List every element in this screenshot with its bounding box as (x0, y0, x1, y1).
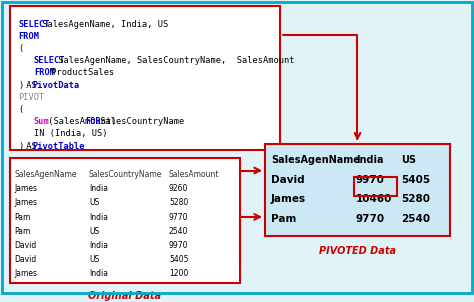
Text: PivotTable: PivotTable (32, 142, 84, 151)
Text: 9970: 9970 (356, 175, 385, 185)
Text: 9970: 9970 (169, 241, 189, 250)
Text: Original Data: Original Data (89, 291, 162, 301)
Text: SalesAmount: SalesAmount (169, 170, 219, 179)
Text: India: India (89, 213, 108, 221)
Text: 5280: 5280 (169, 198, 188, 207)
Text: ProductSales: ProductSales (46, 68, 115, 77)
Text: (SalesAmount): (SalesAmount) (43, 117, 122, 126)
Text: Pam: Pam (14, 213, 30, 221)
FancyBboxPatch shape (265, 144, 450, 236)
Text: US: US (401, 155, 416, 165)
Text: 9770: 9770 (169, 213, 189, 221)
Text: PIVOT: PIVOT (18, 93, 44, 102)
Text: US: US (89, 198, 99, 207)
Text: 5280: 5280 (401, 194, 430, 204)
Text: India: India (89, 184, 108, 193)
FancyBboxPatch shape (10, 6, 280, 150)
Text: SalesAgenName, SalesCountryName,  SalesAmount: SalesAgenName, SalesCountryName, SalesAm… (53, 56, 294, 65)
Text: James: James (14, 269, 37, 278)
Text: 2540: 2540 (401, 214, 430, 224)
Text: SalesCountryName: SalesCountryName (95, 117, 184, 126)
Text: (: ( (18, 105, 23, 114)
Text: James: James (271, 194, 306, 204)
Text: SalesAgenName: SalesAgenName (14, 170, 76, 179)
Text: David: David (271, 175, 305, 185)
Text: SELECT: SELECT (18, 20, 49, 29)
Text: India: India (356, 155, 383, 165)
Text: Pam: Pam (14, 227, 30, 236)
FancyBboxPatch shape (10, 158, 240, 283)
Text: ): ) (18, 81, 23, 90)
Text: AS: AS (21, 81, 42, 90)
Text: PIVOTED Data: PIVOTED Data (319, 246, 396, 256)
Text: David: David (14, 241, 36, 250)
Text: 9770: 9770 (356, 214, 385, 224)
Text: FOR: FOR (85, 117, 101, 126)
Text: India: India (89, 241, 108, 250)
Text: FROM: FROM (34, 68, 55, 77)
Text: AS: AS (21, 142, 42, 151)
Text: 2540: 2540 (169, 227, 188, 236)
Text: 10460: 10460 (356, 194, 392, 204)
Text: US: US (89, 255, 99, 264)
Text: SELECT: SELECT (34, 56, 65, 65)
Text: 9260: 9260 (169, 184, 188, 193)
Text: Sum: Sum (34, 117, 50, 126)
Text: (: ( (18, 44, 23, 53)
Text: SalesAgenName, India, US: SalesAgenName, India, US (36, 20, 168, 29)
Text: IN (India, US): IN (India, US) (34, 130, 108, 138)
Text: US: US (89, 227, 99, 236)
Text: David: David (14, 255, 36, 264)
Text: India: India (89, 269, 108, 278)
Text: 5405: 5405 (401, 175, 430, 185)
Text: James: James (14, 184, 37, 193)
Text: 1200: 1200 (169, 269, 188, 278)
Text: SalesCountryName: SalesCountryName (89, 170, 163, 179)
Text: PivotData: PivotData (32, 81, 79, 90)
Text: James: James (14, 198, 37, 207)
Text: FROM: FROM (18, 32, 39, 41)
Text: ): ) (18, 142, 23, 151)
Text: 5405: 5405 (169, 255, 189, 264)
Text: Pam: Pam (271, 214, 296, 224)
Text: SalesAgenName: SalesAgenName (271, 155, 360, 165)
